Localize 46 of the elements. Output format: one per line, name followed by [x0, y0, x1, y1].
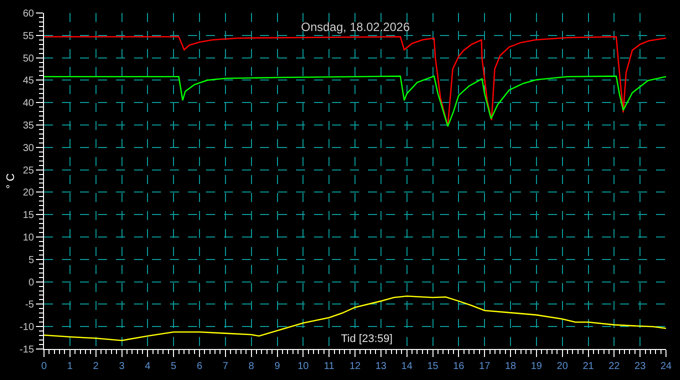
x-tick-label: 24: [660, 361, 672, 372]
y-axis-title: ° C: [5, 173, 18, 189]
y-tick-label: -10: [20, 322, 34, 334]
x-tick-label: 11: [324, 361, 335, 372]
y-tick-label: 0: [28, 277, 34, 288]
line-series: [44, 36, 666, 127]
x-tick-label: 6: [196, 361, 203, 372]
x-tick-label: 3: [118, 361, 125, 372]
x-tick-label: 4: [144, 361, 151, 372]
x-tick-label: 16: [453, 361, 465, 372]
y-tick-label: 25: [22, 165, 34, 176]
y-tick-label: -5: [25, 300, 34, 311]
y-tick-label: -15: [20, 344, 34, 356]
text: Onsdag, 18.02.2026: [301, 20, 410, 34]
y-tick-label: 35: [22, 120, 34, 132]
x-tick-label: 19: [530, 361, 542, 372]
x-tick-label: 21: [582, 361, 594, 372]
y-tick-label: 40: [22, 98, 34, 110]
x-tick-label: 1: [67, 361, 74, 372]
y-tick-label: 45: [22, 76, 34, 87]
x-tick-label: 2: [93, 361, 100, 372]
x-tick-label: 13: [375, 361, 387, 372]
x-axis-title: Tid [23:59]: [341, 333, 393, 345]
x-tick-label: 12: [349, 361, 361, 372]
x-tick-label: 15: [427, 361, 439, 372]
y-tick-label: 50: [22, 53, 34, 64]
y-tick-label: 15: [22, 210, 34, 222]
x-tick-label: 14: [401, 361, 413, 372]
x-tick-label: 20: [556, 361, 568, 372]
x-tick-label: 9: [274, 361, 280, 372]
y-tick-label: 55: [22, 30, 34, 42]
y-tick-label: 30: [22, 142, 34, 154]
x-tick-label: 0: [41, 361, 48, 372]
x-tick-label: 8: [248, 361, 255, 372]
x-tick-label: 7: [222, 361, 229, 372]
x-tick-label: 22: [608, 361, 620, 372]
line-series: [44, 76, 666, 127]
x-tick-label: 17: [479, 361, 491, 372]
y-tick-label: 60: [22, 8, 34, 20]
y-tick-label: 5: [28, 254, 34, 266]
x-tick-label: 23: [634, 361, 646, 372]
y-tick-label: 20: [22, 188, 34, 199]
x-tick-label: 10: [298, 361, 310, 372]
x-tick-label: 5: [170, 361, 177, 372]
x-tick-label: 18: [504, 361, 516, 372]
y-tick-label: 10: [22, 232, 34, 244]
